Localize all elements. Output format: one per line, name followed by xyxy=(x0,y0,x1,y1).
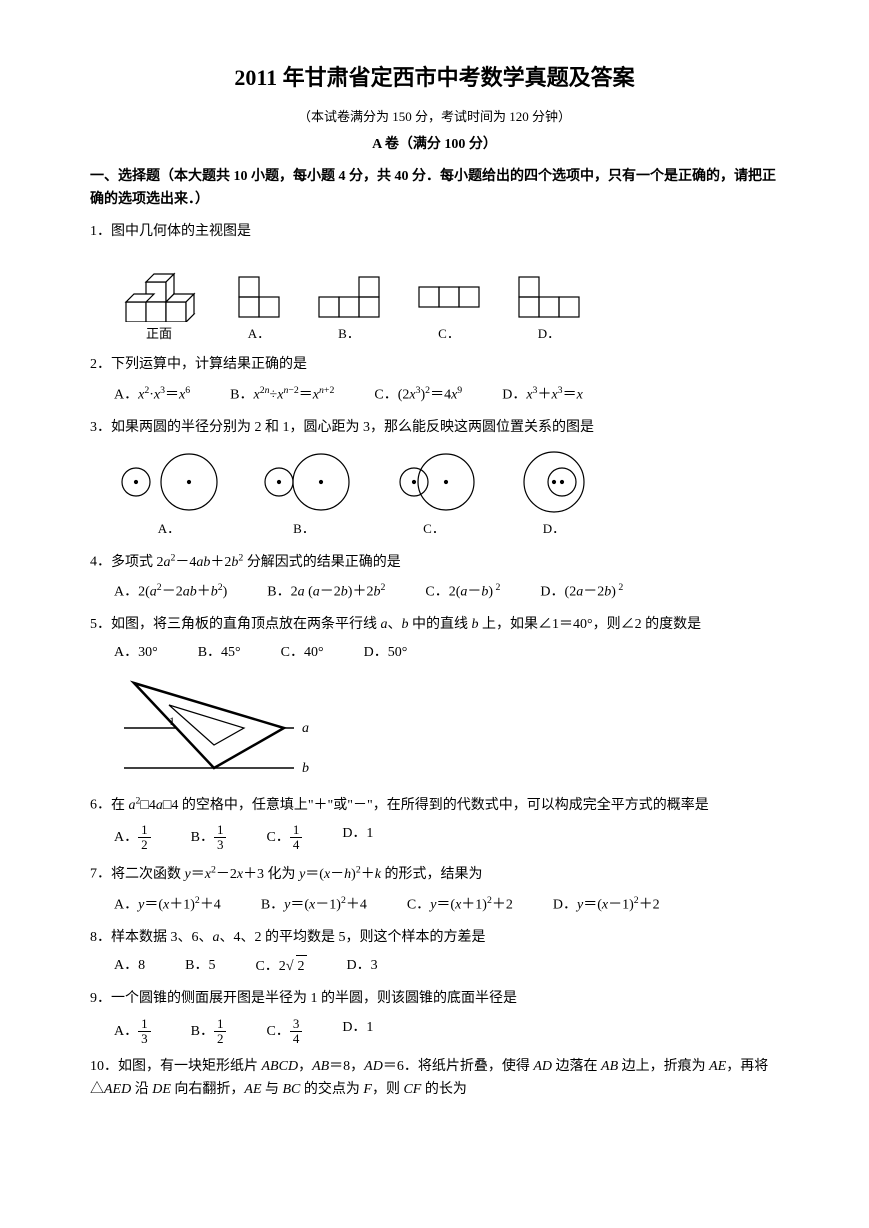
question-5: 5．如图，将三角板的直角顶点放在两条平行线 a、b 中的直线 b 上，如果∠1＝… xyxy=(90,614,779,783)
q7-opt-a: A．y＝(x＋1)2＋4 xyxy=(114,893,221,917)
q5-figure: 1 a b xyxy=(114,673,779,783)
q7-opt-b: B．y＝(x－1)2＋4 xyxy=(261,893,367,917)
line-a-label: a xyxy=(302,721,309,736)
q5-opt-b: B．45° xyxy=(198,642,241,664)
q4-opt-b: B．2a (a－2b)＋2b2 xyxy=(267,580,385,604)
q3-option-a-figure: A． xyxy=(114,447,224,540)
q1-option-d-figure: D． xyxy=(514,272,584,345)
q2-opt-c: C．(2x3)2＝4x9 xyxy=(374,383,462,407)
q1-solid-figure: 正面 xyxy=(114,252,204,345)
q9-opt-d: D．1 xyxy=(342,1017,373,1047)
q7-opt-d: D．y＝(x－1)2＋2 xyxy=(553,893,660,917)
q9-text: 9．一个圆锥的侧面展开图是半径为 1 的半圆，则该圆锥的底面半径是 xyxy=(90,988,779,1010)
q9-opt-a: A．13 xyxy=(114,1017,151,1047)
q1-option-a-figure: A． xyxy=(234,272,284,345)
exam-subtitle: （本试卷满分为 150 分，考试时间为 120 分钟） xyxy=(90,107,779,128)
circles-d-icon xyxy=(514,447,594,517)
q8-opt-d: D．3 xyxy=(347,955,378,978)
q8-opt-b: B．5 xyxy=(185,955,215,978)
triangle-ruler-icon: 1 a b xyxy=(114,673,334,783)
question-6: 6．在 a2□4a□4 的空格中，任意填上"＋"或"－"，在所得到的代数式中，可… xyxy=(90,793,779,853)
q1-text: 1．图中几何体的主视图是 xyxy=(90,221,779,243)
q2-opt-d: D．x3＋x3＝x xyxy=(502,383,583,407)
front-label: 正面 xyxy=(114,324,204,345)
q6-text: 6．在 a2□4a□4 的空格中，任意填上"＋"或"－"，在所得到的代数式中，可… xyxy=(90,793,779,817)
q8-text: 8．样本数据 3、6、a、4、2 的平均数是 5，则这个样本的方差是 xyxy=(90,927,779,949)
q1-option-c-figure: C． xyxy=(414,272,484,345)
q5-opt-c: C．40° xyxy=(281,642,324,664)
line-b-label: b xyxy=(302,761,309,776)
q9-options: A．13 B．12 C．34 D．1 xyxy=(114,1017,779,1047)
question-7: 7．将二次函数 y＝x2－2x＋3 化为 y＝(x－h)2＋k 的形式，结果为 … xyxy=(90,862,779,916)
q2-options: A．x2·x3＝x6 B．x2n÷xn−2＝xn+2 C．(2x3)2＝4x9 … xyxy=(114,383,779,407)
question-3: 3．如果两圆的半径分别为 2 和 1，圆心距为 3，那么能反映这两圆位置关系的图… xyxy=(90,417,779,540)
circles-b-icon xyxy=(254,447,354,517)
q6-opt-a: A．12 xyxy=(114,823,151,853)
circles-c-icon xyxy=(384,447,484,517)
q5-opt-d: D．50° xyxy=(364,642,408,664)
q8-opt-c: C．2√2 xyxy=(255,955,306,978)
circles-a-icon xyxy=(114,447,224,517)
question-10: 10．如图，有一块矩形纸片 ABCD，AB＝8，AD＝6．将纸片折叠，使得 AD… xyxy=(90,1056,779,1101)
paper-info: A 卷（满分 100 分） xyxy=(90,134,779,156)
view-d-icon xyxy=(514,272,584,322)
q3-text: 3．如果两圆的半径分别为 2 和 1，圆心距为 3，那么能反映这两圆位置关系的图… xyxy=(90,417,779,439)
q3-figures: A． B． C． xyxy=(114,447,779,540)
q6-opt-d: D．1 xyxy=(342,823,373,853)
q7-text: 7．将二次函数 y＝x2－2x＋3 化为 y＝(x－h)2＋k 的形式，结果为 xyxy=(90,862,779,886)
q6-opt-b: B．13 xyxy=(191,823,227,853)
q4-opt-a: A．2(a2－2ab＋b2) xyxy=(114,580,227,604)
view-c-icon xyxy=(414,272,484,322)
q9-opt-b: B．12 xyxy=(191,1017,227,1047)
view-b-icon xyxy=(314,272,384,322)
q3-option-b-figure: B． xyxy=(254,447,354,540)
solid-3d-icon xyxy=(114,252,204,322)
q1-option-b-figure: B． xyxy=(314,272,384,345)
q8-opt-a: A．8 xyxy=(114,955,145,978)
question-8: 8．样本数据 3、6、a、4、2 的平均数是 5，则这个样本的方差是 A．8 B… xyxy=(90,927,779,979)
q5-text: 5．如图，将三角板的直角顶点放在两条平行线 a、b 中的直线 b 上，如果∠1＝… xyxy=(90,614,779,636)
exam-title: 2011 年甘肃省定西市中考数学真题及答案 xyxy=(90,60,779,95)
q2-opt-b: B．x2n÷xn−2＝xn+2 xyxy=(230,383,334,407)
q7-opt-c: C．y＝(x＋1)2＋2 xyxy=(407,893,513,917)
q4-options: A．2(a2－2ab＋b2) B．2a (a－2b)＋2b2 C．2(a－b) … xyxy=(114,580,779,604)
q7-options: A．y＝(x＋1)2＋4 B．y＝(x－1)2＋4 C．y＝(x＋1)2＋2 D… xyxy=(114,893,779,917)
q10-text: 10．如图，有一块矩形纸片 ABCD，AB＝8，AD＝6．将纸片折叠，使得 AD… xyxy=(90,1056,779,1101)
q2-text: 2．下列运算中，计算结果正确的是 xyxy=(90,354,779,376)
q4-text: 4．多项式 2a2－4ab＋2b2 分解因式的结果正确的是 xyxy=(90,550,779,574)
q8-options: A．8 B．5 C．2√2 D．3 xyxy=(114,955,779,978)
q1-figures: 正面 A． B． xyxy=(114,252,779,345)
question-4: 4．多项式 2a2－4ab＋2b2 分解因式的结果正确的是 A．2(a2－2ab… xyxy=(90,550,779,604)
q4-opt-d: D．(2a－2b) 2 xyxy=(540,580,623,604)
q5-opt-a: A．30° xyxy=(114,642,158,664)
q4-opt-c: C．2(a－b) 2 xyxy=(425,580,500,604)
q6-opt-c: C．14 xyxy=(266,823,302,853)
view-a-icon xyxy=(234,272,284,322)
angle-1-label: 1 xyxy=(169,714,175,728)
q6-options: A．12 B．13 C．14 D．1 xyxy=(114,823,779,853)
q2-opt-a: A．x2·x3＝x6 xyxy=(114,383,190,407)
q5-options: A．30° B．45° C．40° D．50° xyxy=(114,642,779,664)
question-2: 2．下列运算中，计算结果正确的是 A．x2·x3＝x6 B．x2n÷xn−2＝x… xyxy=(90,354,779,406)
q3-option-c-figure: C． xyxy=(384,447,484,540)
q3-option-d-figure: D． xyxy=(514,447,594,540)
q9-opt-c: C．34 xyxy=(266,1017,302,1047)
section-header: 一、选择题（本大题共 10 小题，每小题 4 分，共 40 分．每小题给出的四个… xyxy=(90,166,779,211)
question-1: 1．图中几何体的主视图是 正面 xyxy=(90,221,779,344)
question-9: 9．一个圆锥的侧面展开图是半径为 1 的半圆，则该圆锥的底面半径是 A．13 B… xyxy=(90,988,779,1046)
